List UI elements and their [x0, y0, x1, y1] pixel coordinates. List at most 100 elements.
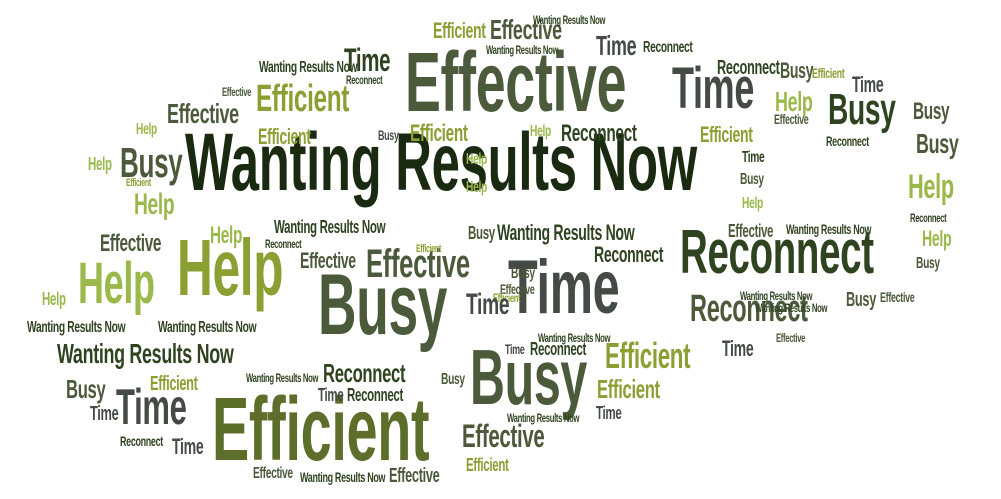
word-wanting-results-now-10: Wanting Results Now [740, 289, 813, 303]
word-reconnect-12: Reconnect [323, 358, 406, 388]
word-effective-1: Effective [366, 242, 470, 286]
word-reconnect-7: Reconnect [120, 433, 163, 449]
word-efficient-9: Efficient [700, 122, 753, 147]
word-wanting-results-now-large: Wanting Results Now [185, 117, 697, 208]
word-effective-9: Effective [728, 221, 774, 241]
word-time-large: Time [508, 245, 620, 330]
word-wanting-results-now-1: Wanting Results Now [57, 338, 234, 369]
word-help-large-2: Help [78, 251, 155, 316]
word-reconnect-1: Reconnect [690, 288, 808, 330]
word-efficient-13: Efficient [466, 455, 509, 475]
word-efficient-5: Efficient [258, 124, 311, 149]
word-time-9: Time [466, 288, 510, 321]
word-busy-10: Busy [916, 255, 940, 272]
word-effective-2: Effective [462, 418, 545, 454]
word-help-1: Help [908, 168, 954, 206]
word-efficient-3: Efficient [433, 18, 486, 43]
word-time-4: Time [596, 30, 637, 61]
word-wanting-results-now-15: Wanting Results Now [300, 469, 386, 485]
word-wanting-results-now-8: Wanting Results Now [497, 220, 635, 245]
word-wanting-results-now-13: Wanting Results Now [246, 371, 319, 385]
word-reconnect-6: Reconnect [265, 237, 302, 251]
word-wanting-results-now-12: Wanting Results Now [538, 331, 611, 345]
word-help-3: Help [136, 121, 157, 138]
word-time-11: Time [722, 336, 754, 361]
word-wanting-results-now-6: Wanting Results Now [27, 319, 126, 336]
word-time-8: Time [742, 149, 765, 166]
word-effective-7: Effective [100, 230, 162, 257]
word-time-10: Time [505, 341, 525, 357]
word-reconnect-4: Reconnect [717, 57, 780, 79]
word-time-13: Time [596, 403, 622, 423]
word-busy-3: Busy [780, 58, 814, 83]
word-effective-8: Effective [300, 248, 356, 273]
word-busy-large-2: Busy [470, 333, 588, 421]
word-wanting-results-now-11: Wanting Results Now [755, 301, 828, 315]
word-efficient-6: Efficient [126, 177, 151, 189]
word-effective-14: Effective [389, 465, 440, 487]
word-effective-10: Effective [500, 281, 535, 297]
word-busy-1: Busy [828, 85, 896, 134]
word-efficient-8: Efficient [410, 120, 468, 147]
word-help-4: Help [88, 154, 112, 174]
word-busy-9: Busy [468, 223, 495, 243]
word-reconnect-large: Reconnect [680, 218, 874, 287]
word-time-2: Time [116, 379, 187, 435]
word-reconnect-5: Reconnect [826, 133, 869, 149]
word-reconnect-13: Reconnect [347, 385, 404, 405]
word-efficient-7: Efficient [150, 373, 198, 395]
word-effective-3: Effective [490, 14, 562, 45]
word-help-7: Help [42, 289, 66, 309]
word-time-7: Time [172, 434, 204, 459]
word-help-10: Help [466, 179, 487, 196]
word-time-5: Time [852, 72, 884, 97]
word-help-6: Help [210, 222, 243, 249]
word-effective-6: Effective [167, 98, 239, 129]
word-busy-13: Busy [441, 371, 465, 388]
word-reconnect-10: Reconnect [594, 242, 664, 267]
word-time-6: Time [90, 403, 119, 425]
word-effective-11: Effective [880, 289, 915, 305]
word-effective-5: Effective [774, 111, 809, 127]
word-efficient-10: Efficient [416, 243, 441, 255]
word-reconnect-3: Reconnect [346, 73, 383, 87]
word-efficient-12: Efficient [597, 374, 660, 404]
word-wanting-results-now-14: Wanting Results Now [507, 411, 580, 425]
word-busy-5: Busy [916, 128, 959, 159]
word-time-3: Time [344, 42, 391, 78]
word-help-2: Help [775, 86, 813, 117]
word-time-12: Time [318, 385, 344, 405]
word-reconnect-9: Reconnect [910, 211, 947, 225]
word-reconnect-2: Reconnect [643, 39, 693, 56]
word-reconnect-11: Reconnect [530, 339, 587, 359]
word-busy-4: Busy [913, 98, 950, 125]
word-efficient-2: Efficient [605, 335, 691, 376]
word-efficient-4: Efficient [812, 65, 845, 81]
word-busy-8: Busy [740, 171, 764, 188]
word-efficient-1: Efficient [256, 78, 350, 120]
word-efficient-11: Efficient [493, 291, 521, 305]
word-help-large-1: Help [177, 223, 284, 312]
word-effective-large: Effective [405, 35, 627, 129]
word-wanting-results-now-9: Wanting Results Now [786, 221, 872, 237]
word-wanting-results-now-5: Wanting Results Now [274, 217, 386, 237]
word-effective-4: Effective [222, 85, 252, 99]
word-busy-12: Busy [846, 289, 877, 311]
word-busy-7: Busy [378, 127, 399, 143]
word-wanting-results-now-2: Wanting Results Now [533, 13, 606, 27]
word-busy-large: Busy [318, 257, 448, 353]
word-efficient-large: Efficient [212, 380, 430, 480]
word-help-9: Help [466, 151, 487, 168]
word-help-5: Help [134, 188, 175, 221]
word-effective-12: Effective [776, 331, 806, 345]
word-help-11: Help [742, 195, 763, 212]
word-reconnect-8: Reconnect [561, 120, 637, 147]
word-busy-2: Busy [120, 139, 183, 186]
word-help-12: Help [922, 226, 952, 251]
word-wanting-results-now-4: Wanting Results Now [259, 59, 358, 76]
word-wanting-results-now-7: Wanting Results Now [158, 319, 257, 336]
word-help-8: Help [530, 123, 551, 140]
word-busy-11: Busy [511, 265, 535, 282]
word-busy-6: Busy [66, 374, 106, 404]
